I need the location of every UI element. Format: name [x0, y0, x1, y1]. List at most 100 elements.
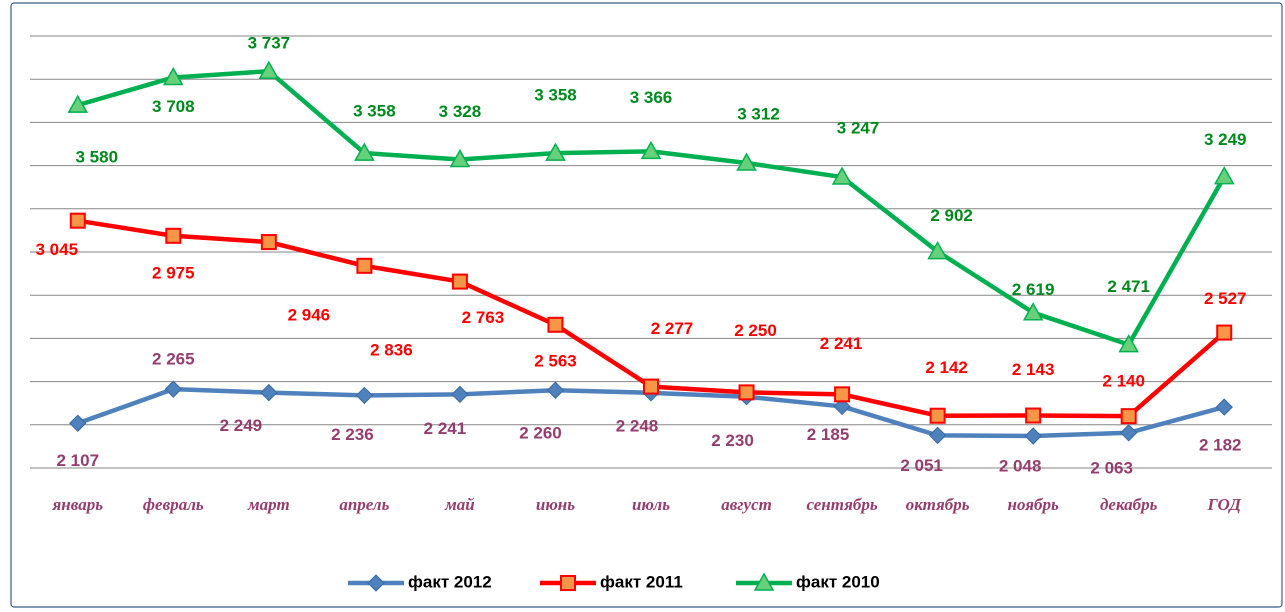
data-label: 2 902: [930, 206, 973, 225]
data-label: 2 241: [424, 419, 467, 438]
data-label: 3 358: [534, 86, 577, 105]
data-label: 3 708: [152, 97, 195, 116]
marker: [643, 378, 659, 395]
data-label: 2 265: [152, 350, 195, 369]
marker: [1024, 427, 1042, 445]
marker: [260, 383, 278, 402]
marker: [1215, 398, 1233, 416]
x-tick-label: сентябрь: [806, 495, 877, 514]
x-tick-label: январь: [52, 495, 104, 514]
data-label: 2 763: [462, 308, 505, 327]
data-label: 2 527: [1204, 289, 1247, 308]
x-tick-label: ГОД: [1206, 495, 1242, 514]
data-label: 2 236: [331, 425, 374, 444]
marker: [738, 384, 755, 401]
data-label: 2 241: [820, 334, 863, 353]
data-label: 3 737: [248, 34, 291, 53]
data-label: 2 260: [519, 424, 562, 443]
marker: [640, 140, 662, 160]
marker: [356, 257, 373, 274]
marker: [67, 94, 89, 113]
marker: [560, 575, 576, 591]
data-label: 2 143: [1012, 360, 1055, 379]
marker: [753, 572, 775, 591]
x-tick-label: декабрь: [1100, 495, 1158, 514]
data-label: 2 063: [1090, 458, 1133, 477]
marker: [1118, 334, 1139, 353]
marker: [831, 166, 853, 185]
marker: [260, 234, 277, 251]
marker: [834, 386, 851, 403]
x-tick-label: май: [444, 495, 475, 514]
marker: [927, 241, 948, 260]
data-label: 2 975: [152, 263, 195, 282]
data-label: 3 580: [75, 148, 118, 167]
marker: [451, 273, 468, 290]
legend-label: факт 2012: [408, 572, 492, 591]
marker: [545, 142, 566, 161]
marker: [929, 407, 946, 424]
data-label: 3 249: [1204, 130, 1247, 149]
data-label: 3 045: [35, 240, 78, 259]
marker: [1120, 408, 1137, 425]
legend-label: факт 2010: [796, 572, 880, 591]
data-label: 2 051: [900, 456, 943, 475]
data-label: 2 836: [370, 340, 413, 359]
x-tick-label: апрель: [339, 495, 389, 514]
x-tick-label: февраль: [143, 495, 204, 514]
x-tick-label: октябрь: [906, 495, 970, 514]
marker: [449, 149, 471, 168]
legend-item: факт 2012: [348, 572, 492, 592]
data-label: 2 142: [925, 358, 968, 377]
marker: [1022, 302, 1044, 321]
data-label: 2 182: [1199, 436, 1242, 455]
data-label: 2 249: [220, 416, 263, 435]
data-label: 2 107: [56, 451, 99, 470]
marker: [355, 386, 374, 405]
data-label: 2 048: [999, 457, 1042, 476]
marker: [1119, 424, 1138, 442]
marker: [833, 397, 851, 416]
data-label: 3 358: [353, 102, 396, 121]
marker: [547, 316, 564, 333]
marker: [367, 574, 385, 592]
legend-item: факт 2010: [736, 572, 880, 591]
data-label: 2 471: [1107, 277, 1150, 296]
data-label: 2 946: [288, 306, 331, 325]
marker: [1216, 324, 1233, 341]
marker: [1213, 166, 1235, 185]
marker: [163, 66, 184, 86]
x-tick-label: июнь: [536, 495, 575, 514]
legend-label: факт 2011: [600, 572, 683, 591]
x-tick-label: ноябрь: [1008, 495, 1059, 514]
marker: [546, 381, 565, 399]
data-label: 2 250: [734, 321, 777, 340]
marker: [165, 227, 182, 244]
data-label: 3 328: [439, 102, 482, 121]
x-tick-label: август: [721, 495, 772, 514]
chart-frame: [10, 2, 1283, 608]
marker: [928, 426, 947, 445]
data-label: 3 247: [837, 119, 880, 138]
marker: [354, 142, 375, 161]
data-label: 2 140: [1102, 372, 1145, 391]
x-tick-label: март: [247, 495, 290, 514]
marker: [736, 152, 757, 171]
marker: [69, 212, 86, 229]
marker: [1025, 407, 1042, 424]
marker: [451, 385, 469, 404]
data-label: 2 563: [534, 351, 577, 370]
marker: [69, 414, 87, 432]
legend-item: факт 2011: [540, 572, 683, 591]
data-label: 2 248: [616, 416, 659, 435]
data-label: 2 277: [651, 319, 694, 338]
marker: [258, 60, 280, 79]
data-label: 3 312: [737, 104, 780, 123]
data-label: 2 185: [807, 425, 850, 444]
data-label: 2 619: [1012, 280, 1055, 299]
marker: [164, 380, 183, 398]
x-tick-label: июль: [632, 495, 670, 514]
data-label: 3 366: [630, 88, 673, 107]
data-label: 2 230: [711, 431, 754, 450]
